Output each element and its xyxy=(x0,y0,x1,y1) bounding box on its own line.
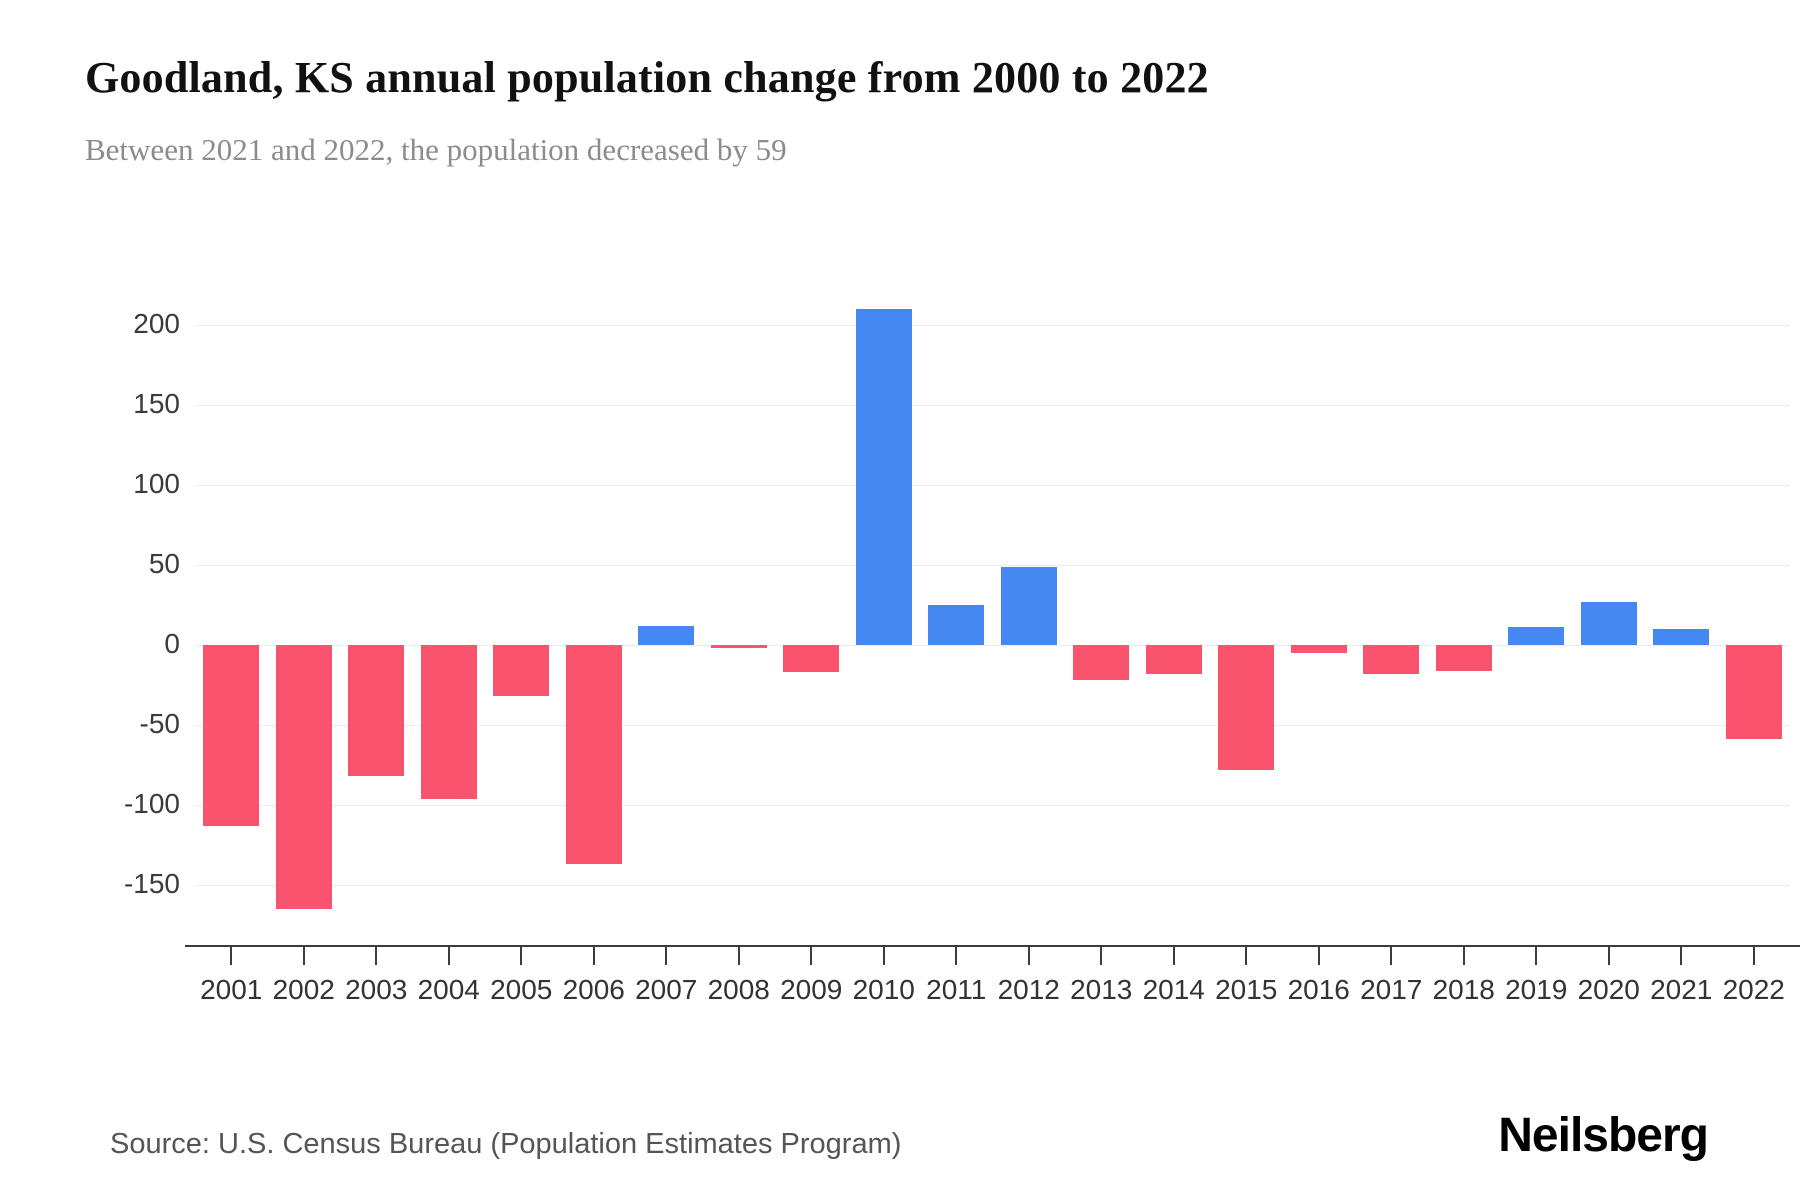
x-axis-tick xyxy=(882,945,885,965)
page-subtitle: Between 2021 and 2022, the population de… xyxy=(85,132,787,167)
x-axis-label-2012: 2012 xyxy=(997,974,1060,1005)
gridline-0 xyxy=(195,645,1790,646)
bar-2016 xyxy=(1290,645,1347,653)
x-axis-label-2011: 2011 xyxy=(926,974,987,1005)
x-axis-label-2002: 2002 xyxy=(272,974,335,1005)
x-axis-tick xyxy=(955,945,958,965)
bar-2013 xyxy=(1073,645,1130,681)
x-axis-line xyxy=(185,945,1800,947)
x-axis-tick xyxy=(1462,945,1465,965)
x-axis-label-2013: 2013 xyxy=(1070,974,1133,1005)
bar-2015 xyxy=(1218,645,1275,770)
y-axis-tick-label: 150 xyxy=(133,388,180,419)
x-axis-label-2018: 2018 xyxy=(1432,974,1495,1005)
bar-2008 xyxy=(710,645,767,649)
x-axis-tick xyxy=(1100,945,1103,965)
gridline-50 xyxy=(195,565,1790,566)
x-axis-tick xyxy=(1317,945,1320,965)
bar-2012 xyxy=(1000,566,1057,645)
bar-2021 xyxy=(1653,629,1710,645)
bar-2018 xyxy=(1435,645,1492,671)
bar-2001 xyxy=(203,645,260,826)
bar-2014 xyxy=(1145,645,1202,674)
y-axis-tick-label: 0 xyxy=(164,628,180,659)
y-axis-tick-label: 100 xyxy=(133,468,180,499)
x-axis-label-2005: 2005 xyxy=(490,974,553,1005)
x-axis-tick xyxy=(375,945,378,965)
x-axis-tick xyxy=(665,945,668,965)
x-axis-label-2010: 2010 xyxy=(852,974,915,1005)
bar-2011 xyxy=(928,605,985,645)
source-note: Source: U.S. Census Bureau (Population E… xyxy=(110,1128,902,1160)
x-axis-tick xyxy=(1607,945,1610,965)
x-axis-tick xyxy=(230,945,233,965)
bar-2017 xyxy=(1363,645,1420,674)
bar-2009 xyxy=(783,645,840,673)
x-axis-label-2020: 2020 xyxy=(1577,974,1640,1005)
x-axis-tick xyxy=(1752,945,1755,965)
y-axis-tick-label: 50 xyxy=(148,548,180,579)
x-axis-tick xyxy=(1245,945,1248,965)
x-axis-label-2014: 2014 xyxy=(1142,974,1205,1005)
x-axis-label-2022: 2022 xyxy=(1722,974,1785,1005)
x-axis-label-2007: 2007 xyxy=(635,974,698,1005)
x-axis-label-2006: 2006 xyxy=(562,974,625,1005)
page-title: Goodland, KS annual population change fr… xyxy=(85,53,1209,102)
x-axis-tick xyxy=(302,945,305,965)
x-axis-tick xyxy=(447,945,450,965)
y-axis-tick-label: -100 xyxy=(123,788,180,819)
x-axis-label-2021: 2021 xyxy=(1650,974,1713,1005)
x-axis-label-2015: 2015 xyxy=(1215,974,1278,1005)
gridline--150 xyxy=(195,885,1790,886)
y-axis-tick-label: -50 xyxy=(139,708,180,739)
gridline-150 xyxy=(195,405,1790,406)
x-axis-label-2017: 2017 xyxy=(1360,974,1423,1005)
x-axis-tick xyxy=(520,945,523,965)
bar-2002 xyxy=(275,645,332,909)
x-axis-label-2004: 2004 xyxy=(417,974,480,1005)
x-axis-tick xyxy=(737,945,740,965)
bar-2010 xyxy=(855,309,912,645)
bar-2020 xyxy=(1580,601,1637,645)
bar-2007 xyxy=(638,625,695,645)
y-axis-tick-label: -150 xyxy=(123,868,180,899)
bar-2005 xyxy=(493,645,550,697)
bar-2003 xyxy=(348,645,405,777)
gridline--100 xyxy=(195,805,1790,806)
gridline-200 xyxy=(195,325,1790,326)
x-axis-tick xyxy=(1535,945,1538,965)
gridline-100 xyxy=(195,485,1790,486)
brand-logo: Neilsberg xyxy=(1498,1109,1709,1162)
x-axis-label-2008: 2008 xyxy=(707,974,770,1005)
x-axis-tick xyxy=(1680,945,1683,965)
x-axis-tick xyxy=(592,945,595,965)
bar-2022 xyxy=(1725,645,1782,740)
x-axis-tick xyxy=(810,945,813,965)
bar-2006 xyxy=(565,645,622,865)
x-axis-tick xyxy=(1027,945,1030,965)
gridline--50 xyxy=(195,725,1790,726)
bar-2019 xyxy=(1508,627,1565,645)
x-axis-tick xyxy=(1172,945,1175,965)
x-axis-tick xyxy=(1390,945,1393,965)
x-axis-label-2001: 2001 xyxy=(200,974,263,1005)
bar-2004 xyxy=(420,645,477,799)
x-axis-label-2016: 2016 xyxy=(1287,974,1350,1005)
x-axis-label-2003: 2003 xyxy=(345,974,408,1005)
y-axis-tick-label: 200 xyxy=(133,308,180,339)
x-axis-label-2009: 2009 xyxy=(780,974,843,1005)
x-axis-label-2019: 2019 xyxy=(1505,974,1568,1005)
